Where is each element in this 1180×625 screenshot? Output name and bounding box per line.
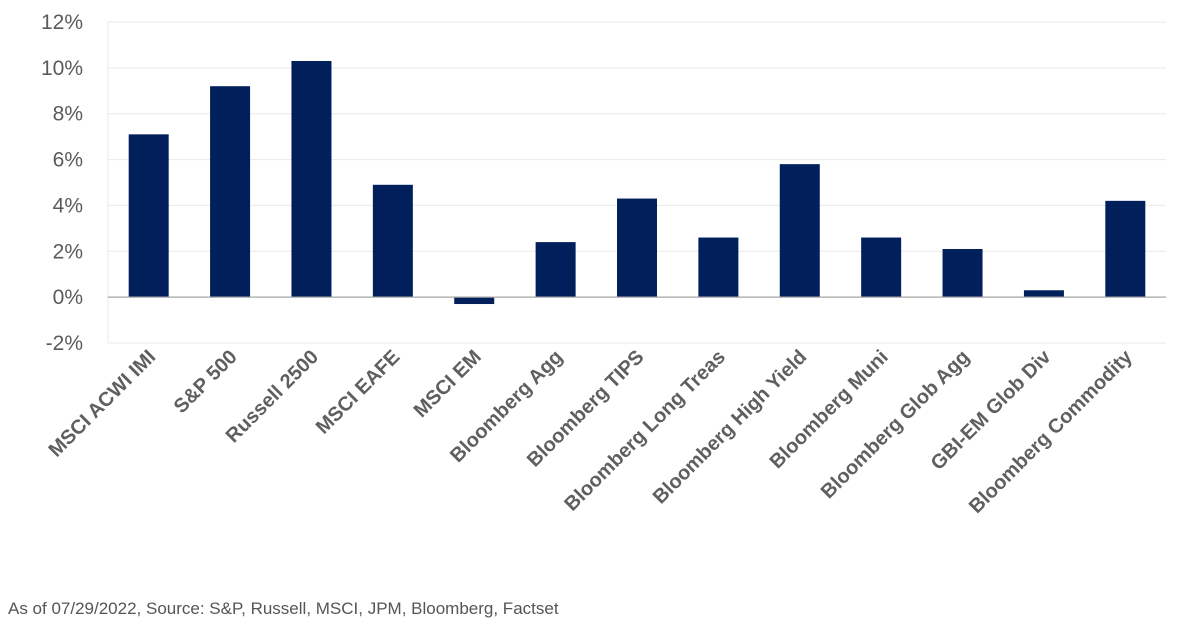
y-tick-label: 2% [53,240,83,263]
bar [372,184,413,298]
y-axis-ticks: -2% 0% 2% 4% 6% 8% 10% 12% [41,11,83,355]
x-category-label: MSCI EM [410,346,486,422]
y-tick-label: -2% [46,332,83,355]
bar [454,297,495,305]
y-tick-label: 0% [53,286,83,309]
x-category-label: MSCI EAFE [312,346,405,439]
bar [1023,290,1064,298]
x-category-label: S&P 500 [170,346,242,418]
x-category-label: Bloomberg High Yield [649,346,811,508]
y-tick-label: 12% [41,11,83,34]
bar [128,134,169,298]
bar [1105,200,1146,298]
bar [698,237,739,298]
bar [210,86,251,298]
bar [535,242,576,298]
y-tick-label: 6% [53,149,83,172]
y-tick-label: 8% [53,103,83,126]
bar [861,237,902,298]
bar [291,60,332,298]
x-category-label: Bloomberg Glob Agg [817,346,974,503]
x-category-label: Bloomberg Commodity [965,345,1138,518]
bar [779,164,820,298]
bar-chart: -2% 0% 2% 4% 6% 8% 10% 12% MSCI ACWI IMI S&P 500… [41,11,1166,518]
bar [942,248,983,298]
source-note: As of 07/29/2022, Source: S&P, Russell, … [8,599,559,618]
y-tick-label: 4% [53,194,83,217]
x-category-label: MSCI ACWI IMI [45,346,161,462]
bar [617,198,657,298]
y-tick-label: 10% [41,57,83,80]
bars [128,60,1146,305]
x-category-label: Bloomberg Long Treas [560,346,730,516]
